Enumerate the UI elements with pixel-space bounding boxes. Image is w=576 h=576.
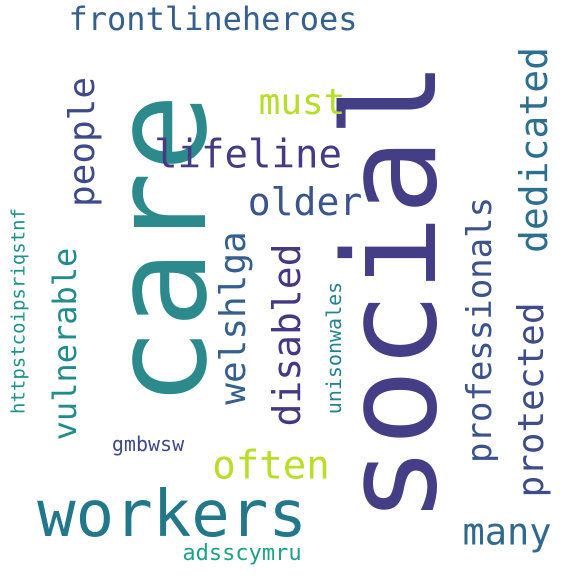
word-many: many [462,510,552,554]
word-httpstcoipsriqstnf: httpstcoipsriqstnf [7,208,30,414]
word-social: social [317,60,466,524]
word-dedicated: dedicated [512,47,556,253]
word-older: older [247,180,363,224]
word-must: must [258,82,346,123]
word-professionals: professionals [460,196,500,464]
word-welshlga: welshlga [213,231,254,405]
word-people: people [62,76,103,208]
word-lifeline: lifeline [154,132,342,178]
word-vulnerable: vulnerable [46,247,84,441]
word-protected: protected [511,302,552,498]
word-frontlineheroes: frontlineheroes [68,0,358,38]
word-workers: workers [37,478,307,552]
word-gmbwsw: gmbwsw [111,432,185,456]
word-disabled: disabled [265,243,309,427]
word-adsscymru: adsscymru [182,541,302,566]
word-often: often [212,443,330,489]
word-unisonwales: unisonwales [322,281,346,415]
